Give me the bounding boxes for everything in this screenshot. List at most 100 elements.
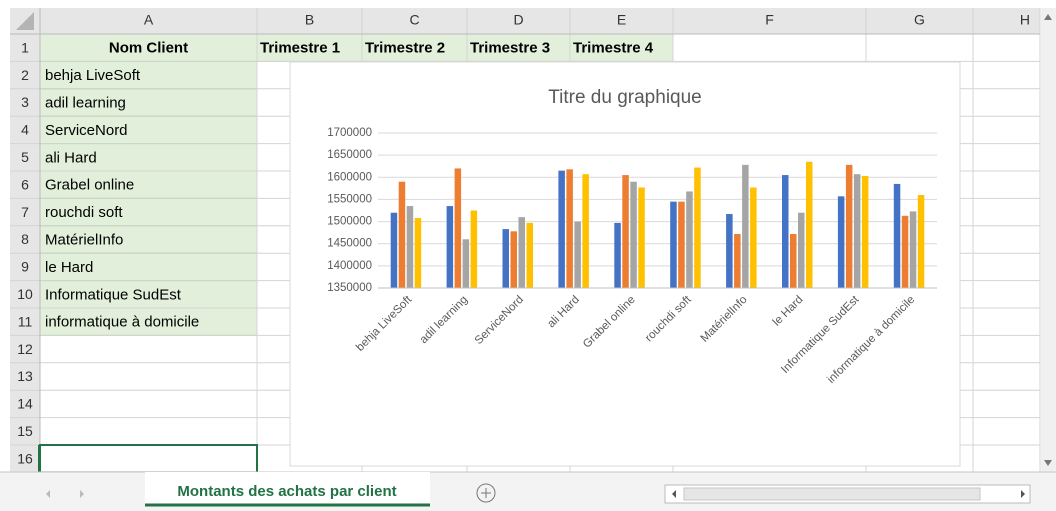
bar [630,181,637,288]
bar [622,175,629,288]
row-header[interactable]: 8 [21,231,29,247]
column-header[interactable]: E [617,12,626,28]
bar [806,161,813,288]
bar [893,183,901,288]
bar [502,229,509,288]
highlighted-cell [39,33,258,62]
tab-prev[interactable] [46,490,50,498]
bar [558,170,565,288]
header-cell[interactable]: Trimestre 2 [365,40,445,57]
highlighted-cell [466,33,571,62]
row-header[interactable]: 13 [17,368,33,384]
y-tick-label: 1600000 [327,171,372,183]
y-tick-label: 1400000 [327,260,372,272]
row-header[interactable]: 15 [17,423,33,439]
column-header[interactable]: G [914,12,925,28]
bar [750,187,757,288]
scroll-right[interactable] [1021,490,1025,498]
client-cell[interactable]: behja LiveSoft [45,67,141,84]
bar [861,175,869,288]
bar [510,231,517,288]
y-tick-label: 1650000 [327,149,372,161]
sheet-tab[interactable] [145,472,430,506]
row-header[interactable]: 1 [21,39,29,55]
vertical-scrollbar [1041,8,1056,472]
bar [845,164,853,288]
bar [470,210,478,288]
bar [742,164,749,288]
bar [582,174,589,288]
bar [574,221,581,288]
bar [782,175,789,288]
bar [526,222,533,288]
header-cell[interactable]: Trimestre 1 [260,40,340,57]
column-header[interactable]: D [513,12,523,28]
row-header[interactable]: 14 [17,396,33,412]
client-cell[interactable]: rouchdi soft [45,204,123,221]
column-header[interactable]: H [1020,12,1030,28]
bar [614,222,621,288]
y-tick-label: 1450000 [327,238,372,250]
y-tick-label: 1500000 [327,216,372,228]
add-sheet[interactable] [476,483,496,503]
client-cell[interactable]: Informatique SudEst [45,286,182,303]
row-header[interactable]: 10 [17,286,33,302]
column-header[interactable]: F [765,12,774,28]
client-cell[interactable]: adil learning [45,94,126,111]
bar [853,174,861,288]
client-cell[interactable]: le Hard [45,259,93,276]
column-header[interactable]: C [409,12,419,28]
bar [462,239,470,288]
bar [454,168,462,288]
column-header-bar [10,8,1040,34]
scroll-left[interactable] [672,490,676,498]
header-cell[interactable]: Trimestre 4 [573,40,654,57]
scroll-down[interactable] [1044,460,1052,466]
row-header[interactable]: 12 [17,341,33,357]
scroll-thumb [683,487,981,501]
row-header[interactable]: 3 [21,94,29,110]
row-header[interactable]: 4 [21,122,29,138]
bar [446,206,454,288]
row-header[interactable]: 2 [21,67,29,83]
bar [390,212,398,288]
client-cell[interactable]: ServiceNord [45,122,128,139]
add-sheet-plus [481,488,491,498]
bar [686,191,693,288]
bar [734,233,741,288]
bar [694,167,701,288]
header-cell[interactable]: Nom Client [109,40,188,57]
row-header[interactable]: 9 [21,259,29,275]
client-cell[interactable]: ali Hard [45,149,97,166]
row-header[interactable]: 5 [21,149,29,165]
bar [566,169,573,288]
client-cell[interactable]: MatérielInfo [45,231,123,248]
client-cell[interactable]: Grabel online [45,177,134,194]
client-cell[interactable]: informatique à domicile [45,314,199,331]
select-all[interactable] [16,12,34,30]
bar [678,201,685,288]
bar [398,181,406,288]
row-header[interactable]: 11 [18,313,33,329]
bar [638,187,645,288]
sheet-tab-label[interactable]: Montants des achats par client [177,483,396,500]
row-header[interactable]: 16 [17,450,33,466]
column-header[interactable]: B [305,12,314,28]
bar [406,206,414,288]
bar [798,212,805,288]
y-tick-label: 1700000 [327,127,372,139]
tab-next[interactable] [80,490,84,498]
y-tick-label: 1350000 [327,282,372,294]
y-tick-label: 1550000 [327,193,372,205]
bar [837,196,845,288]
header-cell[interactable]: Trimestre 3 [470,40,550,57]
scroll-up[interactable] [1044,14,1052,20]
row-header[interactable]: 6 [21,176,29,192]
bar [726,214,733,288]
row-header[interactable]: 7 [21,204,29,220]
bar [790,233,797,288]
bar [670,201,677,288]
column-header[interactable]: A [144,12,154,28]
highlighted-cell [39,88,258,117]
